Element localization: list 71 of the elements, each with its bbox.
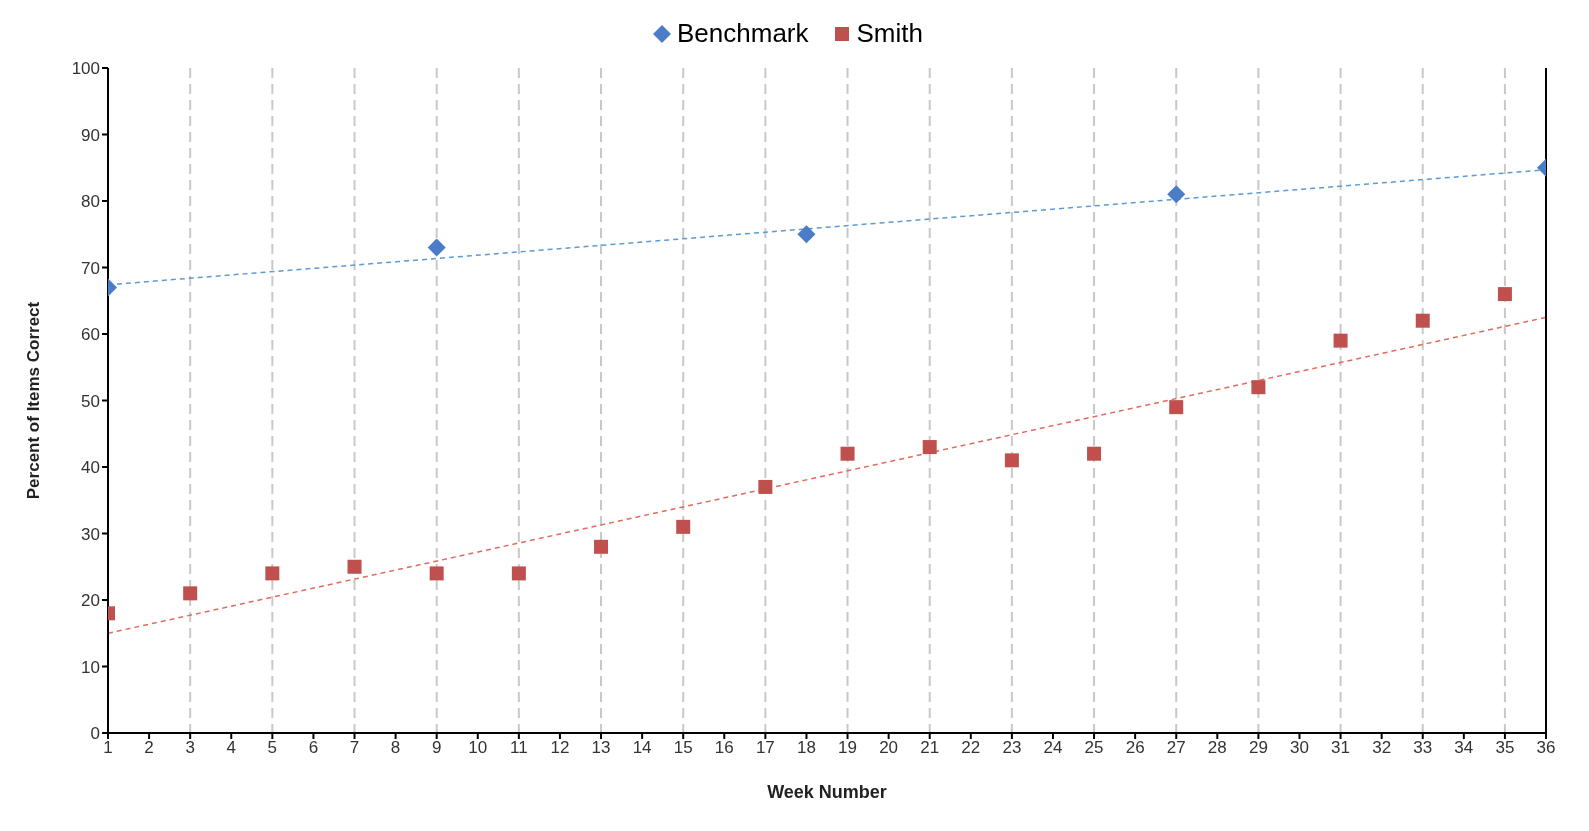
x-tick-label: 25 [1084, 738, 1104, 758]
point [676, 519, 691, 534]
y-tick-label: 40 [81, 458, 100, 478]
x-tick-label: 28 [1207, 738, 1227, 758]
x-tick-label: 33 [1413, 738, 1433, 758]
point [265, 566, 280, 581]
point [1251, 380, 1266, 395]
legend-label: Benchmark [677, 18, 809, 49]
x-tick-label: 4 [226, 738, 236, 758]
x-tick-label: 5 [267, 738, 278, 758]
x-tick-label: 18 [797, 738, 816, 758]
x-tick-label: 12 [550, 738, 570, 758]
x-tick-label: 22 [961, 738, 981, 758]
point [797, 225, 816, 244]
x-tick-label: 29 [1248, 738, 1268, 758]
x-tick-label: 10 [468, 738, 488, 758]
x-tick-label: 31 [1331, 738, 1351, 758]
x-tick-label: 23 [1002, 738, 1022, 758]
x-tick-label: 16 [714, 738, 734, 758]
x-tick-label: 11 [510, 738, 528, 758]
y-tick-label: 70 [81, 258, 100, 278]
x-tick-label: 27 [1166, 738, 1186, 758]
x-tick-label: 14 [632, 738, 652, 758]
x-tick-label: 24 [1043, 738, 1063, 758]
y-tick-label: 50 [81, 391, 100, 411]
x-tick-label: 21 [920, 738, 940, 758]
y-tick-label: 20 [81, 591, 100, 611]
x-tick-label: 19 [838, 738, 857, 758]
y-tick-label: 0 [90, 724, 100, 744]
point [1004, 453, 1019, 468]
y-axis-title: Percent of Items Correct [24, 301, 44, 500]
x-tick-label: 3 [185, 738, 195, 758]
point [1497, 287, 1512, 302]
y-tick-label: 100 [71, 59, 100, 79]
legend-label: Smith [856, 18, 923, 49]
x-tick-label: 8 [390, 738, 401, 758]
x-tick-label: 20 [879, 738, 899, 758]
point [1167, 185, 1186, 204]
y-tick-label: 10 [81, 657, 100, 677]
x-tick-label: 1 [103, 738, 113, 758]
point [922, 440, 937, 455]
point [1169, 400, 1184, 415]
x-tick-label: 7 [349, 738, 360, 758]
y-tick-label: 90 [81, 125, 100, 145]
x-tick-label: 32 [1372, 738, 1392, 758]
x-tick-label: 9 [431, 738, 442, 758]
point [840, 446, 855, 461]
x-tick-label: 17 [755, 738, 775, 758]
x-tick-label: 34 [1454, 738, 1474, 758]
y-tick-label: 60 [81, 325, 100, 345]
point [429, 566, 444, 581]
x-tick-label: 6 [308, 738, 319, 758]
y-tick-label: 30 [81, 524, 100, 544]
point [758, 479, 773, 494]
x-tick-label: 30 [1290, 738, 1309, 758]
x-tick-label: 35 [1495, 738, 1515, 758]
y-tick-label: 80 [81, 192, 100, 212]
point [1415, 313, 1430, 328]
x-tick-label: 36 [1536, 738, 1556, 758]
x-tick-label: 15 [673, 738, 693, 758]
point [427, 238, 446, 257]
point [511, 566, 526, 581]
point [1333, 333, 1348, 348]
point [183, 586, 198, 601]
point [594, 539, 609, 554]
point [1087, 446, 1102, 461]
x-tick-label: 2 [144, 738, 154, 758]
x-tick-label: 13 [591, 738, 611, 758]
point [347, 559, 362, 574]
x-tick-label: 26 [1125, 738, 1145, 758]
x-axis-title: Week Number [767, 782, 887, 802]
